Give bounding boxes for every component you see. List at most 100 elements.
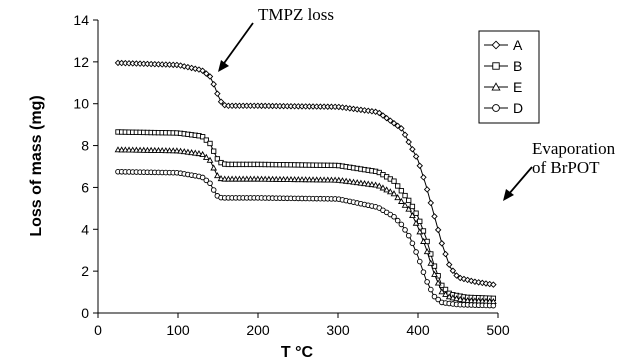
series-marker-E xyxy=(412,219,420,226)
series-marker-E xyxy=(375,182,383,189)
series-marker-B xyxy=(398,188,405,194)
series-marker-E xyxy=(401,201,409,208)
annotation-tmpz-loss: TMPZ loss xyxy=(258,5,334,24)
series-marker-A xyxy=(412,153,420,160)
series-marker-E xyxy=(353,179,361,186)
legend-marker-B xyxy=(492,62,500,70)
series-marker-A xyxy=(394,122,401,130)
y-tick-label: 2 xyxy=(81,263,89,279)
series-marker-E xyxy=(453,295,460,302)
series-marker-A xyxy=(379,112,387,119)
series-marker-B xyxy=(211,148,217,154)
series-marker-E xyxy=(383,186,391,193)
series-marker-E xyxy=(434,279,442,286)
series-marker-A xyxy=(471,278,479,285)
series-marker-D xyxy=(207,180,213,187)
series-E xyxy=(114,146,497,304)
series-marker-A xyxy=(217,98,225,105)
annotation-arrowhead-tmpz xyxy=(218,60,229,72)
x-tick-label: 400 xyxy=(406,322,430,338)
series-marker-E xyxy=(217,175,225,182)
series-marker-A xyxy=(427,199,435,207)
legend-marker-E xyxy=(491,82,501,91)
series-marker-E xyxy=(335,176,343,183)
y-tick-label: 10 xyxy=(73,96,89,112)
series-marker-B xyxy=(391,178,397,184)
series-line-D xyxy=(117,171,495,307)
series-A xyxy=(114,59,497,288)
series-marker-D xyxy=(416,258,423,265)
series-marker-A xyxy=(346,105,354,112)
series-marker-A xyxy=(210,80,217,88)
series-marker-D xyxy=(203,177,210,184)
series-marker-E xyxy=(199,150,207,157)
series-marker-E xyxy=(423,248,431,255)
series-marker-D xyxy=(394,217,401,224)
series-marker-D xyxy=(424,279,430,285)
series-marker-E xyxy=(386,188,394,195)
series-marker-E xyxy=(195,150,203,157)
y-tick-label: 4 xyxy=(81,221,89,237)
series-marker-A xyxy=(390,120,398,127)
legend-marker-D xyxy=(492,104,500,112)
x-tick-label: 0 xyxy=(94,322,102,338)
series-layer xyxy=(114,59,497,309)
series-marker-E xyxy=(173,147,181,154)
annotation-arrow-tmpz xyxy=(221,22,254,67)
series-marker-E xyxy=(442,290,449,297)
series-marker-A xyxy=(490,281,497,288)
series-marker-E xyxy=(449,294,457,301)
series-marker-D xyxy=(391,213,397,220)
series-marker-A xyxy=(387,117,394,124)
series-marker-D xyxy=(413,249,419,255)
series-marker-E xyxy=(420,237,427,244)
x-axis-title: T °C xyxy=(281,344,314,361)
series-marker-E xyxy=(456,295,464,302)
series-marker-A xyxy=(203,70,210,77)
series-marker-B xyxy=(413,210,419,216)
series-marker-D xyxy=(210,187,217,193)
series-marker-B xyxy=(409,203,416,210)
series-marker-D xyxy=(398,221,405,228)
legend-label-E: E xyxy=(513,79,522,95)
series-marker-A xyxy=(206,73,214,80)
series-marker-E xyxy=(364,180,372,187)
x-ticks: 0 100 200 300 400 500 xyxy=(94,313,510,338)
annotation-arrowhead-evaporation xyxy=(503,189,514,201)
series-marker-D xyxy=(431,293,438,300)
series-marker-E xyxy=(188,149,195,156)
y-ticks: 0 2 4 6 8 10 12 14 xyxy=(73,12,98,321)
series-marker-E xyxy=(202,153,210,160)
series-marker-E xyxy=(445,293,453,300)
series-marker-E xyxy=(416,228,424,235)
series-marker-E xyxy=(394,194,402,201)
series-marker-B xyxy=(395,183,401,189)
series-marker-B xyxy=(199,134,206,140)
series-marker-E xyxy=(390,190,398,197)
series-marker-D xyxy=(405,232,412,239)
series-marker-D xyxy=(409,240,416,247)
series-marker-E xyxy=(180,148,188,155)
series-marker-A xyxy=(372,108,379,116)
series-marker-E xyxy=(210,164,218,171)
series-marker-B xyxy=(402,192,408,199)
series-marker-A xyxy=(342,104,350,112)
y-tick-label: 14 xyxy=(73,12,89,28)
series-marker-A xyxy=(434,226,442,234)
series-marker-B xyxy=(214,156,221,162)
series-marker-B xyxy=(203,137,209,143)
series-marker-B xyxy=(207,140,213,147)
series-marker-E xyxy=(427,259,435,266)
y-tick-label: 12 xyxy=(73,54,89,70)
series-marker-B xyxy=(406,197,412,204)
series-marker-E xyxy=(342,177,350,184)
series-marker-E xyxy=(357,179,365,186)
series-B xyxy=(115,129,497,301)
series-marker-D xyxy=(199,174,206,181)
series-marker-E xyxy=(350,178,357,185)
y-axis-title: Loss of mass (mg) xyxy=(28,95,45,236)
series-marker-A xyxy=(420,174,427,181)
series-marker-A xyxy=(445,261,453,268)
